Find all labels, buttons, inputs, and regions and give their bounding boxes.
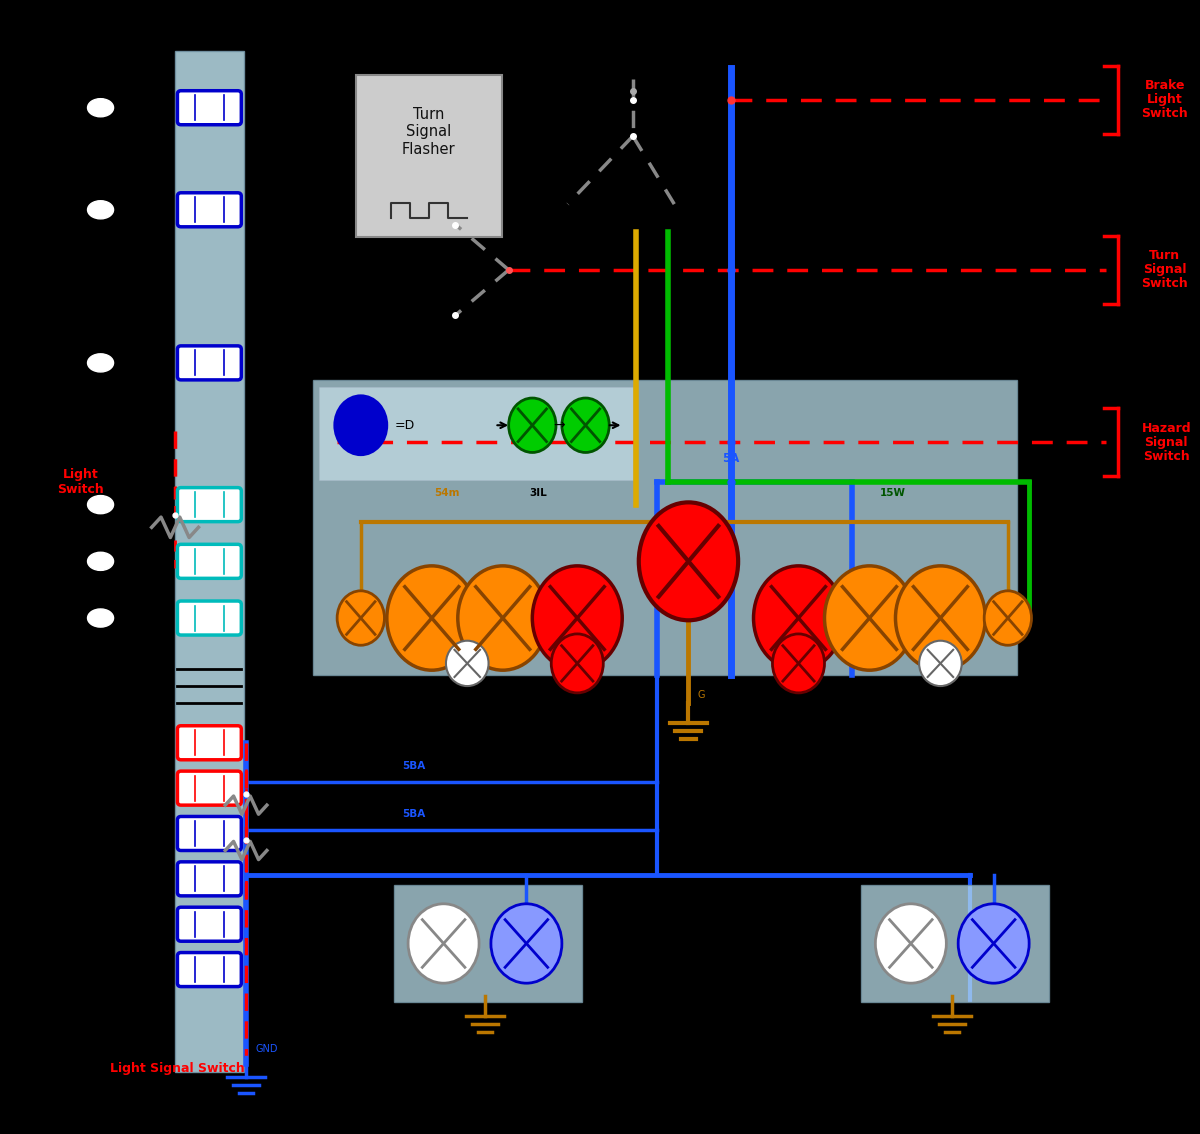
- Text: Brake
Light
Switch: Brake Light Switch: [1141, 79, 1188, 120]
- Ellipse shape: [875, 904, 947, 983]
- Text: →: →: [553, 418, 565, 432]
- Text: Turn
Signal
Flasher: Turn Signal Flasher: [402, 107, 456, 156]
- Ellipse shape: [408, 904, 479, 983]
- FancyBboxPatch shape: [178, 544, 241, 578]
- Ellipse shape: [88, 354, 114, 372]
- FancyBboxPatch shape: [862, 885, 1049, 1002]
- FancyBboxPatch shape: [313, 380, 1018, 675]
- Ellipse shape: [88, 99, 114, 117]
- FancyBboxPatch shape: [178, 726, 241, 760]
- Text: Hazard
Signal
Switch: Hazard Signal Switch: [1141, 422, 1192, 463]
- FancyBboxPatch shape: [178, 862, 241, 896]
- FancyBboxPatch shape: [178, 953, 241, 987]
- FancyBboxPatch shape: [178, 816, 241, 850]
- FancyBboxPatch shape: [178, 907, 241, 941]
- FancyBboxPatch shape: [356, 75, 502, 237]
- Ellipse shape: [88, 201, 114, 219]
- Text: Turn
Signal
Switch: Turn Signal Switch: [1141, 249, 1188, 290]
- Text: 3IL: 3IL: [529, 489, 547, 498]
- Ellipse shape: [824, 566, 914, 670]
- Ellipse shape: [958, 904, 1030, 983]
- Text: =D: =D: [395, 418, 415, 432]
- Ellipse shape: [337, 591, 384, 645]
- Text: 54m: 54m: [434, 489, 460, 498]
- Ellipse shape: [386, 566, 476, 670]
- Ellipse shape: [335, 396, 386, 455]
- Ellipse shape: [491, 904, 562, 983]
- Text: 5A: 5A: [722, 452, 739, 465]
- Ellipse shape: [446, 641, 488, 686]
- Ellipse shape: [895, 566, 985, 670]
- FancyBboxPatch shape: [178, 346, 241, 380]
- FancyBboxPatch shape: [178, 488, 241, 522]
- Ellipse shape: [919, 641, 961, 686]
- FancyBboxPatch shape: [175, 51, 244, 1072]
- Text: G: G: [698, 691, 706, 700]
- Ellipse shape: [754, 566, 844, 670]
- Ellipse shape: [984, 591, 1032, 645]
- Text: 5BA: 5BA: [402, 761, 426, 771]
- Ellipse shape: [88, 609, 114, 627]
- FancyBboxPatch shape: [178, 193, 241, 227]
- Ellipse shape: [773, 634, 824, 693]
- FancyBboxPatch shape: [394, 885, 582, 1002]
- Text: GND: GND: [256, 1044, 278, 1053]
- Ellipse shape: [457, 566, 547, 670]
- Text: Light Signal Switch: Light Signal Switch: [110, 1061, 245, 1075]
- Ellipse shape: [533, 566, 623, 670]
- Ellipse shape: [562, 398, 610, 452]
- Ellipse shape: [88, 496, 114, 514]
- FancyBboxPatch shape: [178, 91, 241, 125]
- FancyBboxPatch shape: [319, 387, 632, 480]
- Ellipse shape: [638, 502, 738, 620]
- Text: Light
Switch: Light Switch: [58, 468, 104, 496]
- Ellipse shape: [509, 398, 556, 452]
- Text: 5BA: 5BA: [402, 809, 426, 819]
- FancyBboxPatch shape: [178, 771, 241, 805]
- Ellipse shape: [551, 634, 604, 693]
- Ellipse shape: [88, 552, 114, 570]
- FancyBboxPatch shape: [178, 601, 241, 635]
- Text: 15W: 15W: [880, 489, 906, 498]
